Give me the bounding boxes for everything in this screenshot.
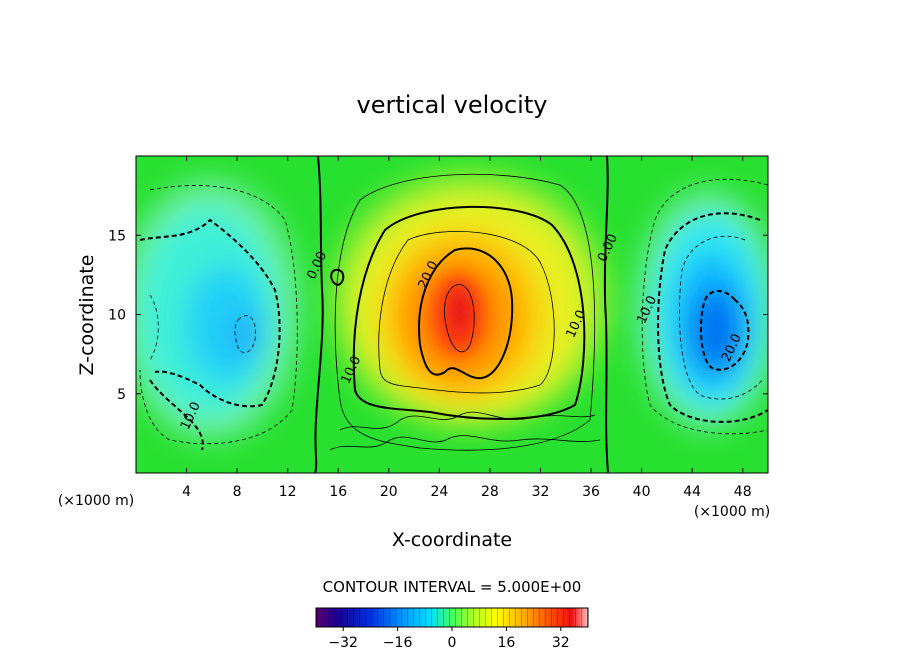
colorbar-tick-label: −16 xyxy=(383,635,413,651)
chart-title: vertical velocity xyxy=(357,91,548,119)
x-tick-label: 20 xyxy=(380,484,398,500)
x-tick-label: 12 xyxy=(279,484,297,500)
contour-neg-right-10 xyxy=(657,212,768,423)
x-axis: 4 8 12 16 20 24 28 32 36 40 44 48 xyxy=(182,156,752,500)
left-downdraft-core xyxy=(229,313,259,357)
contour-lower-wave-2 xyxy=(339,411,596,431)
contour-neg-left-core xyxy=(234,315,256,354)
contour-10 xyxy=(352,205,586,420)
contour-neg-right-5 xyxy=(641,178,768,435)
y-tick-label: 10 xyxy=(108,308,126,324)
x-unit-label-left: (×1000 m) xyxy=(58,493,134,509)
x-tick-label: 32 xyxy=(532,484,550,500)
y-axis-title: Z-coordinate xyxy=(76,255,98,376)
contour-zero-right xyxy=(603,156,609,473)
x-tick-label: 8 xyxy=(233,484,242,500)
colorbar-tick-label: 0 xyxy=(448,635,457,651)
contour-interval: CONTOUR INTERVAL = 5.000E+00 xyxy=(323,578,582,596)
y-tick-label: 15 xyxy=(108,228,126,244)
colorbar-ticks: −32 −16 0 16 32 xyxy=(328,627,570,651)
contour-zero-loop xyxy=(330,268,345,287)
x-axis-title: X-coordinate xyxy=(392,529,512,551)
contour-neg-left-lower xyxy=(149,379,204,451)
contour-neg-right-15 xyxy=(679,235,763,400)
x-tick-label: 40 xyxy=(633,484,651,500)
x-tick-label: 16 xyxy=(329,484,347,500)
contour-lower-wave-1 xyxy=(329,435,601,451)
x-tick-label: 24 xyxy=(430,484,448,500)
contour-neg-left-5 xyxy=(139,185,298,445)
x-tick-label: 48 xyxy=(734,484,752,500)
colorbar: −32 −16 0 16 32 xyxy=(315,607,589,651)
contour-zero-left xyxy=(314,156,324,473)
contours xyxy=(139,156,768,473)
contour-5 xyxy=(334,173,596,451)
y-tick-label: 5 xyxy=(117,387,126,403)
contour-15 xyxy=(378,231,555,394)
updraft-core xyxy=(448,288,472,336)
x-tick-label: 44 xyxy=(683,484,701,500)
contour-neg-right-20 xyxy=(700,290,750,371)
contour-neg-left-10 xyxy=(139,218,281,408)
x-tick-label: 36 xyxy=(582,484,600,500)
y-axis: 5 10 15 xyxy=(108,228,768,403)
x-tick-label: 4 xyxy=(182,484,191,500)
x-tick-label: 28 xyxy=(481,484,499,500)
colorbar-tick-label: 32 xyxy=(552,635,570,651)
colorbar-tick-label: 16 xyxy=(497,635,515,651)
contour-20 xyxy=(418,247,514,380)
colorbar-tick-label: −32 xyxy=(328,635,358,651)
x-unit-label-right: (×1000 m) xyxy=(694,504,770,520)
contour-25 xyxy=(444,284,475,353)
colorbar-hatch xyxy=(316,608,588,627)
